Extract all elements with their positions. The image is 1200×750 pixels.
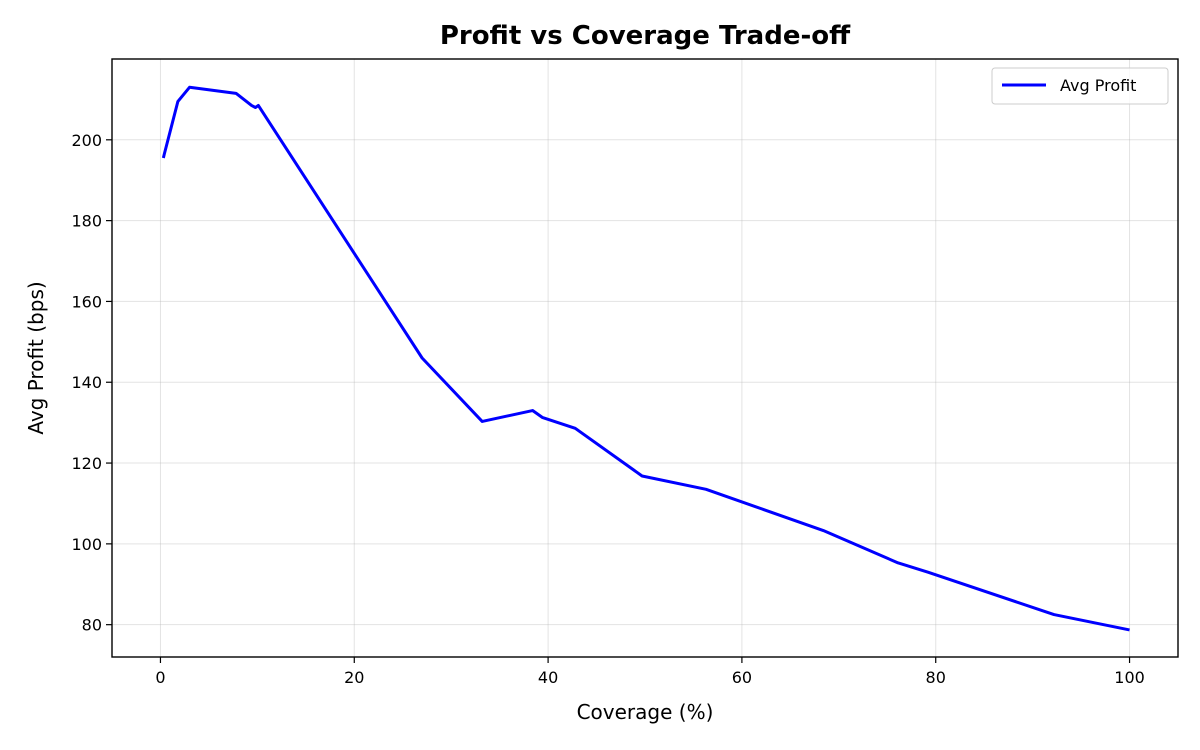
x-tick-label: 40 — [538, 668, 558, 687]
y-tick-label: 100 — [71, 535, 102, 554]
x-tick-label: 100 — [1114, 668, 1145, 687]
grid-lines — [112, 59, 1178, 657]
legend-box — [991, 67, 1169, 105]
x-tick-label: 60 — [732, 668, 752, 687]
y-tick-label: 80 — [82, 616, 102, 635]
plot-frame — [111, 58, 1179, 658]
legend: Avg Profit — [991, 67, 1169, 105]
chart-title: Profit vs Coverage Trade-off — [440, 21, 851, 51]
y-tick-label: 180 — [71, 212, 102, 231]
y-tick-label: 200 — [71, 131, 102, 150]
y-tick-label: 140 — [71, 373, 102, 392]
y-axis-ticks: 80 100 120 140 160 180 200 — [71, 131, 112, 635]
y-tick-label: 120 — [71, 454, 102, 473]
legend-label-avg-profit: Avg Profit — [1060, 76, 1136, 95]
series-lines — [161, 85, 1130, 632]
x-tick-label: 0 — [155, 668, 165, 687]
series-line-avg-profit — [161, 85, 1130, 632]
x-tick-label: 20 — [344, 668, 364, 687]
y-tick-label: 160 — [71, 292, 102, 311]
y-axis-label: Avg Profit (bps) — [24, 281, 48, 434]
x-tick-label: 80 — [926, 668, 946, 687]
x-axis-label: Coverage (%) — [577, 700, 714, 724]
x-axis-ticks: 0 20 40 60 80 100 — [155, 657, 1145, 687]
